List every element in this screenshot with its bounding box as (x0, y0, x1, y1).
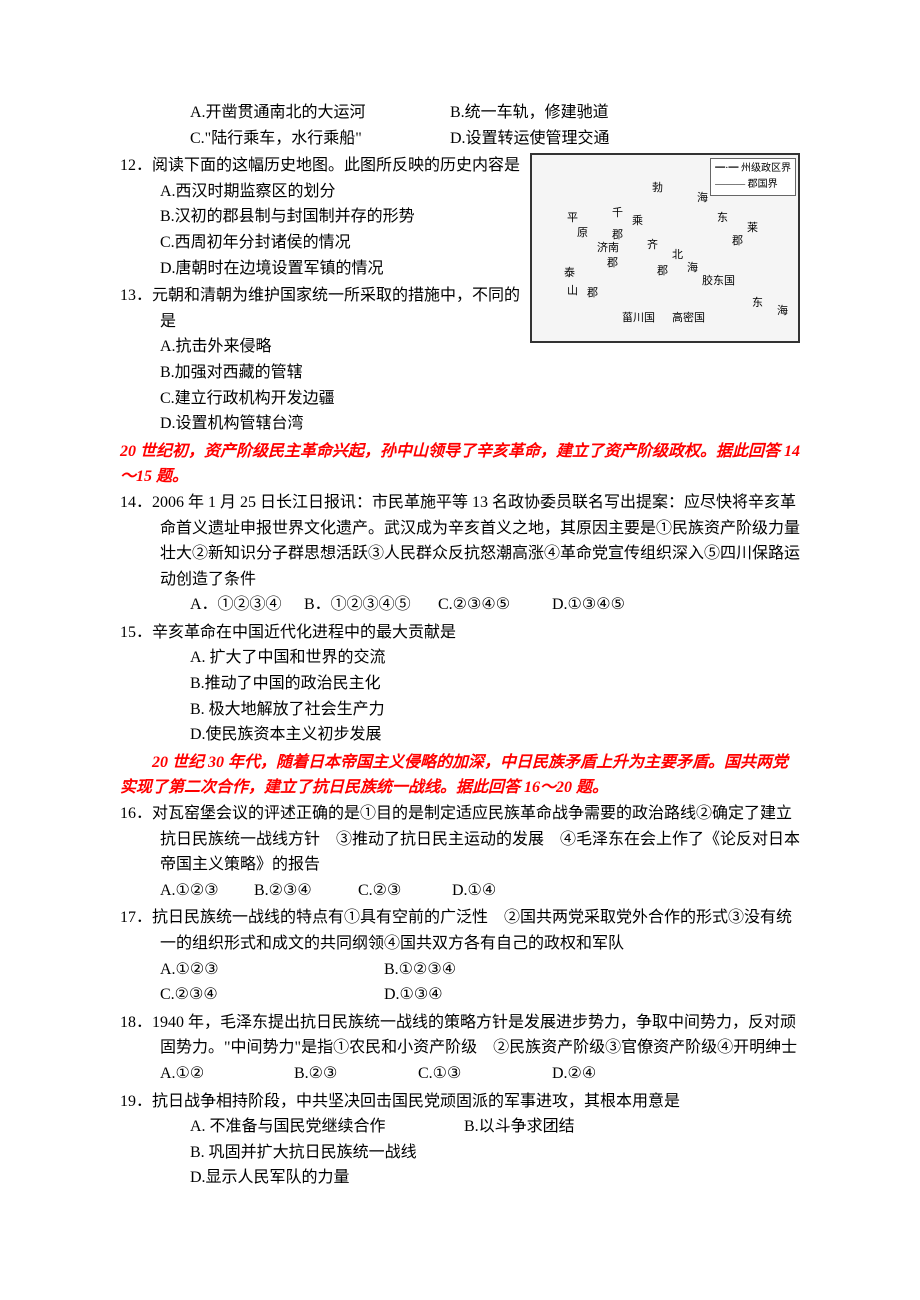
q19-option-b2: B. 巩固并扩大抗日民族统一战线 (120, 1140, 800, 1166)
map-label: 郡 (657, 263, 668, 281)
map-label: 原 (577, 225, 588, 243)
q17-option-a: A.①②③ (160, 957, 380, 983)
map-label: 勃 (652, 180, 663, 198)
q19-option-d: D.显示人民军队的力量 (120, 1165, 800, 1191)
q13-option-d: D.设置机构管辖台湾 (120, 411, 800, 437)
map-label: 郡 (607, 255, 618, 273)
q16-stem: 16．对瓦窑堡会议的评述正确的是①目的是制定适应民族革命战争需要的政治路线②确定… (120, 801, 800, 878)
map-label: 郡 (732, 233, 743, 251)
q17-stem: 17．抗日民族统一战线的特点有①具有空前的广泛性 ②国共两党采取党外合作的形式③… (120, 905, 800, 956)
map-label: 海 (777, 303, 788, 321)
q11-option-b: B.统一车轨，修建驰道 (450, 100, 609, 126)
map-label: 莱 (747, 220, 758, 238)
q13-option-b: B.加强对西藏的管辖 (120, 360, 800, 386)
map-label: 东 (752, 295, 763, 313)
map-label: 泰 (564, 265, 575, 283)
q15-option-d: D.使民族资本主义初步发展 (120, 722, 800, 748)
intro-14-15: 20 世纪初，资产阶级民主革命兴起，孙中山领导了辛亥革命，建立了资产阶级政权。据… (120, 439, 800, 490)
q17-option-d: D.①③④ (384, 986, 443, 1003)
q15-stem: 15．辛亥革命在中国近代化进程中的最大贡献是 (120, 620, 800, 646)
map-label: 海 (697, 190, 708, 208)
q16-option-b: B.②③④ (254, 878, 354, 904)
map-label: 胶东国 (702, 273, 735, 291)
q14-option-c: C.②③④⑤ (438, 592, 548, 618)
map-label: 乘 (632, 213, 643, 231)
map-legend: ━·━ 州级政区界 ——— 郡国界 (710, 158, 796, 196)
history-map: ━·━ 州级政区界 ——— 郡国界 勃 海 千 平 乘 东 莱 原 郡 郡 济南… (530, 153, 800, 343)
q14-option-d: D.①③④⑤ (552, 592, 625, 618)
q15-option-b: B.推动了中国的政治民主化 (120, 671, 800, 697)
q18-option-a: A.①② (160, 1061, 290, 1087)
q11-option-d: D.设置转运使管理交通 (450, 126, 610, 152)
q18-option-d: D.②④ (552, 1065, 596, 1082)
q18-stem: 18．1940 年，毛泽东提出抗日民族统一战线的策略方针是发展进步势力，争取中间… (120, 1010, 800, 1061)
map-label: 千 (612, 205, 623, 223)
q15-option-a: A. 扩大了中国和世界的交流 (120, 645, 800, 671)
q19-stem: 19．抗日战争相持阶段，中共坚决回击国民党顽固派的军事进攻，其根本用意是 (120, 1089, 800, 1115)
q14-option-b: B．①②③④⑤ (304, 592, 434, 618)
q18-option-c: C.①③ (418, 1061, 548, 1087)
q18-option-b: B.②③ (294, 1061, 414, 1087)
q11-option-a: A.开凿贯通南北的大运河 (190, 100, 450, 126)
q11-option-c: C."陆行乘车，水行乘船" (190, 126, 450, 152)
map-label: 高密国 (672, 310, 705, 328)
q16-option-a: A.①②③ (160, 878, 250, 904)
map-label: 山 (567, 283, 578, 301)
map-label: 北 (672, 247, 683, 265)
map-label: 齐 (647, 237, 658, 255)
q19-option-b: B.以斗争求团结 (464, 1118, 575, 1135)
intro-16-20: 20 世纪 30 年代，随着日本帝国主义侵略的加深，中日民族矛盾上升为主要矛盾。… (120, 750, 800, 801)
q13-option-c: C.建立行政机构开发边疆 (120, 386, 800, 412)
q14-stem: 14．2006 年 1 月 25 日长江日报讯：市民革施平等 13 名政协委员联… (120, 490, 800, 592)
map-label: 东 (717, 210, 728, 228)
map-label: 海 (687, 260, 698, 278)
q19-option-a: A. 不准备与国民党继续合作 (190, 1114, 460, 1140)
map-label: 菑川国 (622, 310, 655, 328)
q15-option-b2: B. 极大地解放了社会生产力 (120, 697, 800, 723)
q16-option-c: C.②③ (358, 878, 448, 904)
map-label: 郡 (587, 285, 598, 303)
q14-option-a: A．①②③④ (190, 592, 300, 618)
q16-option-d: D.①④ (452, 882, 496, 899)
q17-option-c: C.②③④ (160, 982, 380, 1008)
q17-option-b: B.①②③④ (384, 961, 456, 978)
